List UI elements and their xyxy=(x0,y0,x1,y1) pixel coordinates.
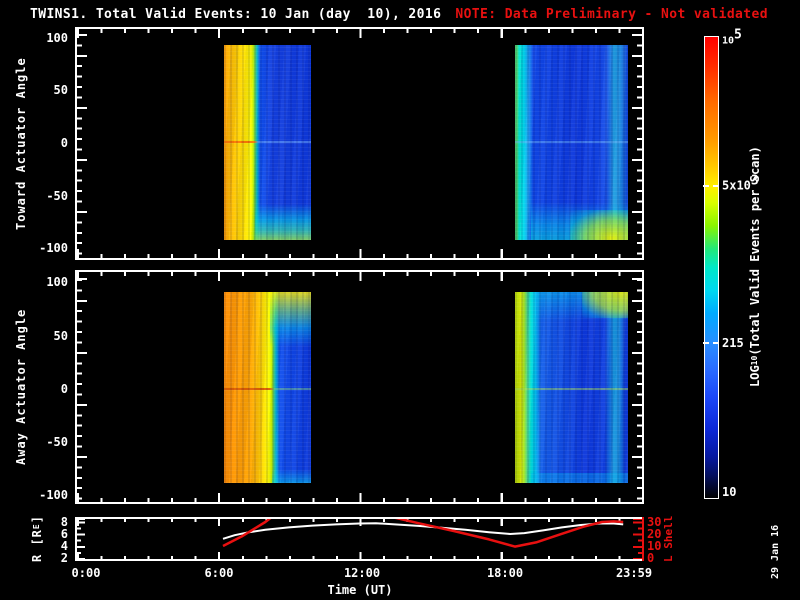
preliminary-note: NOTE: Data Preliminary - Not validated xyxy=(455,7,768,22)
zero-angle-line xyxy=(515,141,628,143)
low-angle-cyan-band xyxy=(255,204,311,240)
lshell-tick: 0 xyxy=(647,551,655,565)
angle-tick: -50 xyxy=(46,435,68,449)
spectrogram-away-evening xyxy=(515,292,628,483)
zero-angle-line xyxy=(224,141,311,143)
page-title: TWINS1. Total Valid Events: 10 Jan (day … xyxy=(30,7,442,22)
angle-tick: -100 xyxy=(39,241,68,255)
zero-angle-line xyxy=(224,388,311,390)
colorbar-tick-label: 10 xyxy=(722,485,737,499)
colorbar xyxy=(704,36,719,499)
r-tick: 6 xyxy=(60,527,68,541)
x-tick-label: 12:00 xyxy=(343,566,381,580)
r-tick: 4 xyxy=(60,539,68,553)
title-bar: TWINS1. Total Valid Events: 10 Jan (day … xyxy=(30,7,768,22)
angle-tick: 100 xyxy=(46,31,68,45)
zero-angle-line xyxy=(515,388,628,390)
y-major-ticks xyxy=(77,272,87,502)
high-angle-cyan-band xyxy=(537,292,628,322)
lshell-tick: 20 xyxy=(647,527,662,541)
x-tick-label: 18:00 xyxy=(486,566,524,580)
angle-tick: 100 xyxy=(46,275,68,289)
x-tick-label: 23:59 xyxy=(615,566,653,580)
x-tick-label: 6:00 xyxy=(204,566,234,580)
angle-tick: -50 xyxy=(46,189,68,203)
x-major-ticks xyxy=(77,249,642,258)
angle-tick: 50 xyxy=(53,83,68,97)
ephemeris-curves xyxy=(222,519,624,548)
lshell-axis-line xyxy=(642,517,644,561)
r-major-ticks xyxy=(77,519,85,559)
x-tick-label: 0:00 xyxy=(71,566,101,580)
colorbar-dash-tick xyxy=(703,342,719,344)
y-major-ticks xyxy=(632,29,642,258)
lshell-tick: 10 xyxy=(647,539,662,553)
cbar-exponent: 3 xyxy=(750,173,759,189)
y-major-ticks xyxy=(77,29,87,258)
low-angle-cyan-band xyxy=(531,202,628,240)
lshell-major-ticks xyxy=(633,519,642,559)
angle-tick: -100 xyxy=(39,488,68,502)
lshell-tick: 30 xyxy=(647,515,662,529)
yellow-count-patch xyxy=(570,210,628,240)
x-major-ticks xyxy=(77,29,642,38)
y-major-ticks xyxy=(632,272,642,502)
cbar-title-text: (Total Valid Events per Scan) xyxy=(748,146,762,356)
colorbar-title: LOG10(Total Valid Events per Scan) xyxy=(748,36,764,497)
colorbar-tick-label: 215 xyxy=(722,336,744,350)
x-major-ticks xyxy=(77,493,642,502)
low-angle-cyan-band xyxy=(272,469,311,483)
spectrogram-toward-morning xyxy=(224,45,311,240)
angle-tick: 0 xyxy=(60,136,68,150)
spectrogram-away-morning xyxy=(224,292,311,483)
yellow-count-patch xyxy=(582,292,628,318)
x-axis-title: Time (UT) xyxy=(327,583,393,597)
spectrogram-toward-evening xyxy=(515,45,628,240)
cbar-base: 5x10 xyxy=(722,178,751,193)
angle-tick: 0 xyxy=(60,382,68,396)
cbar-title-subscript: 10 xyxy=(750,355,759,366)
x-major-ticks xyxy=(77,272,642,281)
cbar-title-text: LOG xyxy=(748,365,762,387)
angle-tick: 50 xyxy=(53,329,68,343)
creation-date-stamp: 29 Jan 16 xyxy=(770,524,781,580)
r-tick: 8 xyxy=(60,515,68,529)
x-major-ticks xyxy=(77,552,642,559)
colorbar-tick-label: 105 xyxy=(722,29,742,47)
colorbar-tick-label: 5x103 xyxy=(722,175,759,193)
cbar-base: 10 xyxy=(722,35,735,47)
low-angle-cyan-band xyxy=(531,473,628,483)
r-tick: 2 xyxy=(60,551,68,565)
high-angle-fade xyxy=(270,292,311,347)
colorbar-dash-tick xyxy=(703,185,719,187)
lshell-axis-label: L Shell xyxy=(662,515,675,563)
cbar-exponent: 5 xyxy=(734,27,742,43)
x-major-ticks xyxy=(77,519,642,526)
